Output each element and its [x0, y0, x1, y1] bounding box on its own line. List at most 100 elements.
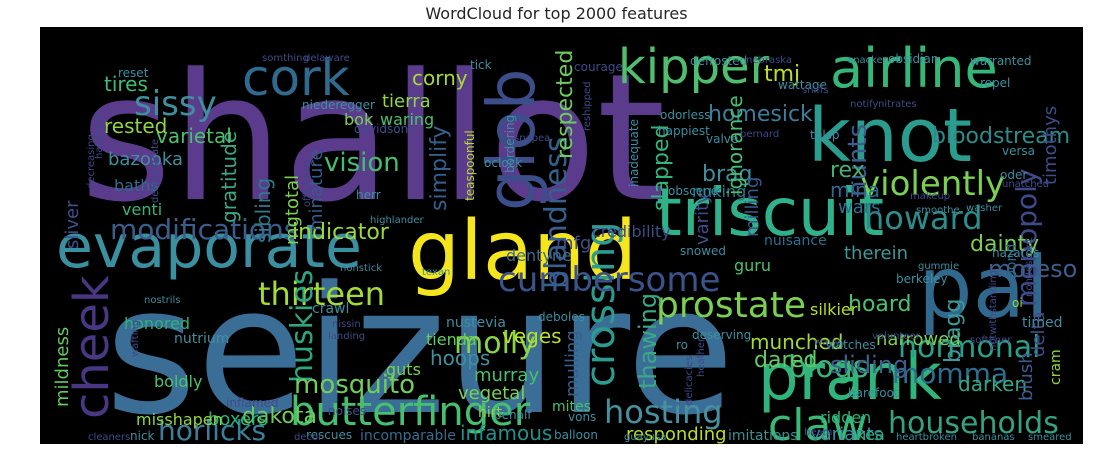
word-wafting: wafting — [130, 320, 141, 357]
word-boldly: boldly — [154, 372, 202, 391]
word-veges: veges — [502, 324, 562, 348]
word-bok: bok — [344, 110, 374, 129]
word-glob: glob — [473, 68, 550, 211]
word-snowed: snowed — [680, 244, 726, 258]
word-bananas: bananas — [972, 432, 1015, 443]
word-kipper: kipper — [618, 39, 770, 95]
word-hoard: hoard — [848, 292, 912, 317]
word-dainty: dainty — [970, 232, 1039, 257]
word-triscuit: triscuit — [656, 174, 884, 251]
word-rested: rested — [104, 114, 167, 138]
word-nunts: nunts — [843, 124, 873, 197]
word-shallot: shallot — [80, 36, 666, 241]
word-landing: landing — [328, 331, 365, 342]
chart-title: WordCloud for top 2000 features — [425, 4, 688, 23]
word-mgtotal: mgtotal — [282, 175, 303, 245]
word-ignorance: ignorance — [723, 95, 747, 195]
word-blandness: blandness — [539, 136, 574, 289]
word-vons: vons — [568, 410, 596, 424]
word-darken: darken — [958, 372, 1027, 396]
word-berkeley: berkeley — [896, 272, 948, 286]
word-corny: corny — [412, 66, 468, 90]
word-horlicks: horlicks — [158, 414, 266, 444]
word-balloon: balloon — [554, 428, 598, 442]
word-rex: rex — [830, 158, 865, 183]
word-butterfinger: butterfinger — [290, 389, 531, 435]
word-makeup: makeup — [910, 191, 950, 202]
word-nebraska: nebraska — [746, 55, 792, 66]
word-hosting: hosting — [604, 393, 723, 431]
word-valve: valve — [706, 132, 738, 146]
word-sniffs: sniffs — [802, 85, 828, 96]
word-mina: mina — [830, 178, 880, 202]
word-offending: offending — [302, 160, 313, 207]
word-wayyy: wayyy — [814, 337, 846, 348]
word-baths: baths — [114, 176, 159, 195]
word-nonstick: nonstick — [340, 263, 382, 274]
word-repel: repel — [980, 76, 1010, 90]
word-claw: claw — [768, 400, 867, 444]
word-cleaners: cleaners — [88, 432, 130, 443]
word-howard: howard — [864, 199, 983, 237]
word-waring: waring — [380, 110, 434, 129]
word-imitations: imitations — [728, 428, 798, 444]
word-incomparable: incomparable — [360, 428, 456, 444]
word-moreso: moreso — [988, 255, 1077, 283]
word-herr: herr — [356, 188, 381, 202]
word-delaware: delaware — [304, 53, 350, 64]
word-sibling: sibling — [251, 178, 275, 243]
word-guru: guru — [734, 256, 771, 275]
word-hazards: hazards — [992, 246, 1039, 260]
word-hormonal: hormonal — [898, 330, 1041, 365]
word-ikea: ikea — [852, 425, 885, 444]
word-volunteer: volunteer — [872, 331, 921, 342]
word-dentyne: dentyne — [506, 246, 572, 265]
word-reset: reset — [118, 66, 149, 80]
word-barefoot: barefoot — [848, 386, 899, 400]
word-somthing: somthing — [262, 53, 309, 64]
word-heartbroken: heartbroken — [896, 432, 957, 443]
word-reshipped: reshipped — [582, 81, 593, 131]
word-ro: ro — [676, 338, 688, 352]
word-simplify: simplify — [427, 125, 452, 211]
word-deboles: deboles — [538, 310, 585, 324]
word-varietal: varietal — [156, 124, 232, 148]
word-indicator: indicator — [292, 220, 390, 245]
word-nitrates: nitrates — [878, 99, 917, 110]
word-teaspoonful: teaspoonful — [463, 130, 477, 201]
word-versa: versa — [1002, 144, 1035, 158]
word-washer: washer — [966, 203, 1003, 214]
word-tierra: tierra — [382, 91, 431, 112]
word-niederegger: niederegger — [302, 98, 375, 112]
word-airline: airline — [830, 37, 998, 100]
word-bloodstream: bloodstream — [932, 124, 1070, 149]
word-tick: tick — [470, 58, 492, 72]
word-mites: mites — [552, 399, 591, 415]
word-nick: nick — [130, 429, 155, 443]
word-snacker: snacker — [848, 55, 888, 66]
word-courage: courage — [574, 60, 623, 74]
word-decor: decor — [294, 432, 323, 443]
word-varity: varity — [692, 193, 713, 245]
word-cork: cork — [242, 49, 350, 107]
word-demonstrate: demonstrate — [150, 139, 161, 203]
word-bragg: bragg — [941, 299, 966, 363]
word-watches: watches — [826, 338, 876, 352]
word-murray: murray — [474, 365, 539, 386]
word-misshapen: misshapen — [136, 410, 223, 429]
word-narrowed: narrowed — [876, 329, 961, 350]
word-therein: therein — [844, 243, 908, 264]
word-timed: timed — [1022, 315, 1063, 331]
word-obsidian: obsidian — [888, 52, 938, 66]
word-bordering: bordering — [503, 115, 517, 173]
word-infamous: infamous — [460, 421, 552, 444]
word-responding: responding — [626, 424, 727, 444]
word-vegetal: vegetal — [458, 383, 525, 404]
word-nustevia: nustevia — [446, 315, 506, 331]
word-munched: munched — [750, 330, 844, 354]
wordcloud-background — [40, 27, 1083, 444]
word-prank: prank — [758, 341, 942, 415]
word-guts: guts — [386, 360, 421, 379]
word-behalf: behalf — [494, 408, 532, 422]
